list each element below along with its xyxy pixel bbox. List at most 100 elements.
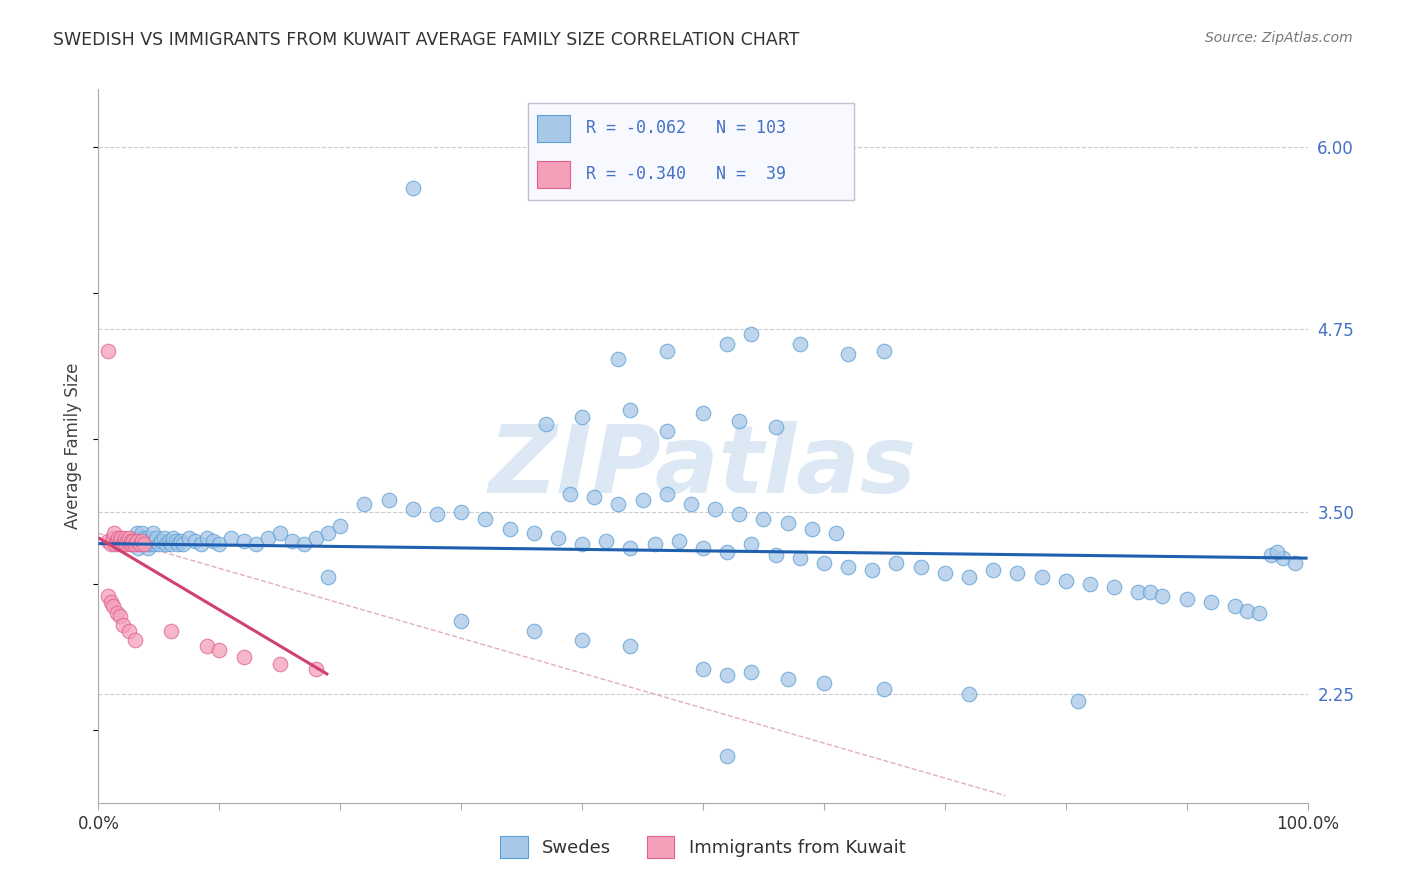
Point (232, 533, 254, 548)
Point (800, 522, 823, 536)
Point (1284, 556, 1306, 570)
Point (679, 497, 702, 511)
Point (692, 405, 714, 419)
Point (105, 607, 128, 621)
Point (100, 536, 122, 550)
Point (789, 551, 811, 566)
Point (789, 337, 811, 351)
Point (162, 531, 184, 545)
Point (111, 536, 134, 550)
Point (1152, 589, 1174, 603)
Point (426, 508, 449, 522)
Point (1260, 548, 1282, 562)
Point (957, 570, 980, 584)
Point (111, 618, 134, 632)
Point (121, 536, 143, 550)
Point (402, 181, 425, 195)
Point (1067, 694, 1090, 708)
Point (108, 536, 131, 550)
Point (120, 533, 142, 548)
Point (692, 541, 714, 555)
Point (547, 531, 569, 545)
Point (316, 570, 339, 584)
Text: Source: ZipAtlas.com: Source: ZipAtlas.com (1205, 31, 1353, 45)
Point (873, 344, 896, 359)
Point (1139, 584, 1161, 599)
Point (190, 536, 212, 550)
Point (740, 665, 762, 679)
Point (765, 420, 787, 434)
Point (97, 589, 120, 603)
Point (110, 531, 132, 545)
Point (305, 662, 328, 676)
Point (474, 512, 496, 526)
Point (934, 566, 956, 580)
Point (107, 531, 129, 545)
Point (704, 501, 727, 516)
Point (1223, 599, 1246, 614)
Text: SWEDISH VS IMMIGRANTS FROM KUWAIT AVERAGE FAMILY SIZE CORRELATION CHART: SWEDISH VS IMMIGRANTS FROM KUWAIT AVERAG… (53, 31, 800, 49)
Point (160, 624, 183, 638)
Point (607, 351, 630, 366)
Point (221, 531, 243, 545)
Point (1007, 566, 1029, 580)
Point (152, 531, 174, 545)
Point (655, 425, 678, 439)
Point (873, 682, 896, 697)
Point (837, 560, 859, 574)
Point (165, 533, 187, 548)
Point (124, 536, 146, 550)
Point (728, 414, 751, 428)
Point (619, 639, 641, 653)
Point (305, 531, 328, 545)
Point (1272, 551, 1295, 566)
Point (160, 536, 183, 550)
Point (571, 536, 593, 550)
Point (619, 402, 641, 417)
Point (101, 599, 124, 614)
Point (184, 533, 207, 548)
Point (631, 492, 654, 507)
Point (655, 487, 678, 501)
Point (157, 533, 180, 548)
Point (607, 497, 630, 511)
Point (145, 531, 167, 545)
Point (813, 676, 835, 690)
Point (1199, 595, 1222, 609)
Point (450, 614, 472, 628)
Point (740, 536, 762, 550)
Point (127, 526, 149, 541)
Point (118, 536, 141, 550)
Point (208, 536, 231, 550)
Point (765, 548, 787, 562)
Point (377, 492, 399, 507)
Point (128, 533, 150, 548)
Point (776, 516, 799, 531)
Point (139, 533, 162, 548)
Point (167, 536, 190, 550)
Point (256, 531, 278, 545)
Point (101, 531, 124, 545)
Point (172, 536, 194, 550)
Point (141, 531, 163, 545)
Point (402, 501, 425, 516)
Point (910, 560, 932, 574)
Point (127, 541, 149, 555)
Point (813, 556, 835, 570)
Point (143, 533, 166, 548)
Point (208, 643, 231, 657)
Point (316, 526, 339, 541)
Point (269, 526, 291, 541)
Point (1031, 570, 1053, 584)
Point (132, 531, 155, 545)
Point (523, 526, 546, 541)
Point (143, 536, 166, 550)
Point (957, 687, 980, 701)
Point (103, 526, 125, 541)
Point (740, 326, 762, 341)
Point (169, 533, 191, 548)
Point (131, 526, 153, 541)
Point (128, 536, 150, 550)
Point (150, 533, 173, 548)
Point (1102, 580, 1125, 594)
